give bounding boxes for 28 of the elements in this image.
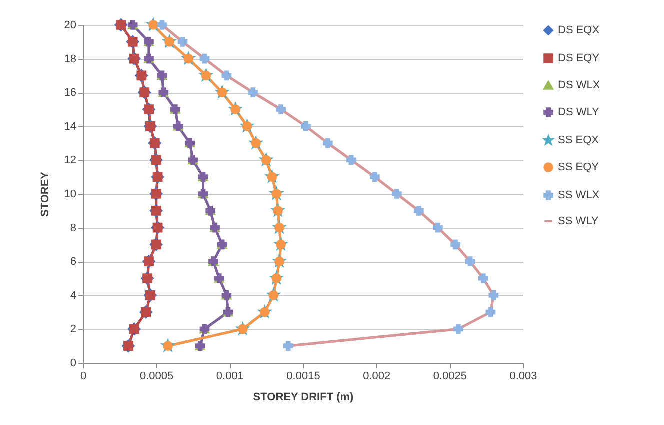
legend-label: DS EQX (558, 24, 600, 36)
x-tick-label: 0 (80, 370, 87, 382)
y-tick-label: 10 (64, 188, 76, 200)
y-tick-label: 16 (64, 87, 76, 100)
legend-label: DS WLX (558, 80, 601, 92)
x-tick-label: 0.0015 (286, 370, 320, 382)
x-axis-title: STOREY DRIFT (m) (253, 392, 354, 404)
legend-label: DS EQY (558, 52, 600, 64)
legend-label: DS WLY (558, 106, 600, 118)
x-tick-label: 0.0005 (140, 370, 174, 382)
y-tick-label: 0 (70, 358, 76, 370)
legend-label: SS EQX (558, 134, 600, 146)
legend-label: SS WLY (558, 216, 600, 228)
y-tick-label: 2 (70, 324, 76, 336)
y-tick-label: 14 (64, 120, 76, 133)
x-tick-label: 0.0025 (433, 370, 467, 382)
y-tick-label: 6 (70, 256, 76, 268)
x-tick-label: 0.002 (363, 370, 391, 382)
y-axis-title: STOREY (39, 171, 52, 218)
x-tick-label: 0.001 (216, 370, 244, 382)
y-tick-label: 18 (64, 53, 76, 66)
y-tick-label: 4 (70, 290, 76, 302)
legend-label: SS EQY (558, 162, 600, 174)
y-tick-label: 8 (70, 222, 76, 234)
y-tick-label: 20 (64, 20, 76, 32)
x-tick-label: 0.003 (510, 370, 538, 382)
legend-label: SS WLX (558, 190, 600, 202)
y-tick-label: 12 (64, 154, 76, 167)
